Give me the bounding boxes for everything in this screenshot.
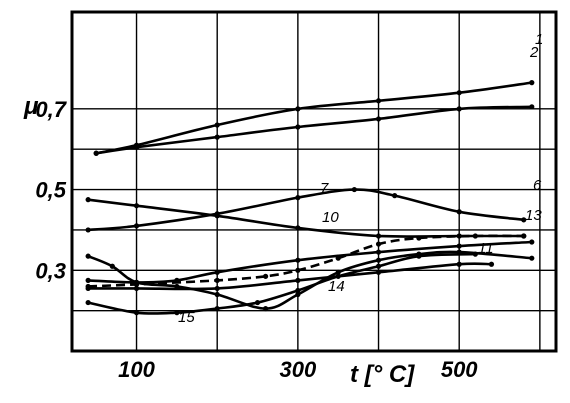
data-point-10 [263,273,269,279]
data-point-6 [392,193,398,199]
data-point-2 [295,124,301,130]
series-group [85,80,535,316]
data-point-14 [85,253,91,259]
data-point-7 [133,203,140,209]
x-tick-label: 500 [441,357,478,382]
data-point-14 [375,257,382,263]
series-line-10 [88,234,524,288]
data-point-14 [174,283,180,290]
data-point-13 [456,243,462,249]
data-point-14 [109,263,115,269]
data-point-2 [133,144,140,150]
y-tick-label: 0,5 [35,178,66,203]
data-point-15 [472,251,478,257]
data-point-2 [93,150,99,156]
data-point-7 [375,233,382,239]
plot-frame [70,10,558,353]
series-line-6 [88,188,524,232]
data-point-1 [375,98,382,104]
data-point-7 [85,197,91,203]
curve-label-13: 13 [525,207,542,224]
data-point-11 [85,285,91,292]
series-line-13 [88,240,532,284]
curve-label-15: 15 [178,309,195,326]
curve-label-1: 1 [535,31,543,48]
data-point-14 [529,255,535,261]
data-point-15 [295,287,301,294]
data-point-11 [375,269,382,275]
data-point-1 [456,90,462,96]
data-point-15 [85,299,91,306]
data-point-13 [174,277,180,283]
data-point-15 [174,310,180,316]
data-point-10 [214,277,220,283]
data-point-11 [214,285,220,292]
data-point-10 [375,241,382,247]
data-point-2 [529,104,535,110]
data-point-1 [529,80,535,86]
data-point-10 [521,233,527,239]
data-point-6 [295,195,301,201]
series-line-7 [87,198,524,238]
data-point-10 [416,235,422,241]
data-point-1 [295,106,301,112]
data-point-14 [133,279,140,285]
data-point-11 [133,285,140,292]
curve-label-10: 10 [322,209,339,226]
data-point-6 [351,186,357,193]
data-point-14 [295,291,301,298]
x-axis-title: t [° C] [350,361,415,388]
data-point-15 [335,273,341,279]
data-point-15 [214,306,220,312]
x-tick-label: 300 [280,357,317,382]
curve-label-6: 6 [533,177,542,194]
data-point-13 [295,257,301,263]
series-line-1 [95,81,532,155]
curve-label-11: 11 [478,240,494,257]
data-point-6 [85,227,91,233]
grid [72,12,556,351]
series-line-2 [95,105,532,155]
x-tick-label: 100 [118,357,155,382]
data-point-13 [529,239,535,245]
data-point-13 [214,269,220,275]
data-point-15 [375,263,382,269]
data-point-11 [488,261,495,267]
data-point-14 [214,291,220,298]
data-point-2 [375,116,382,122]
data-point-10 [472,233,478,239]
data-point-6 [456,209,462,215]
data-point-2 [456,106,462,112]
data-point-14 [335,269,341,275]
y-tick-label: 0,3 [35,258,66,283]
data-point-15 [254,299,261,306]
curve-labels: 12 6 7 10 11 13 14 15 [178,31,543,326]
data-point-13 [375,249,382,255]
data-point-2 [214,134,220,140]
data-point-1 [214,122,220,128]
data-point-7 [214,213,220,219]
data-point-11 [456,261,462,267]
data-point-7 [295,225,301,231]
data-point-15 [133,310,140,316]
data-point-11 [295,277,301,283]
curve-label-14: 14 [328,278,345,295]
y-tick-label: 0,7 [35,97,67,122]
data-point-10 [295,267,301,273]
data-point-15 [416,253,422,259]
tick-labels: 100 300 500 0,3 0,5 0,7 [35,97,478,382]
data-point-14 [263,306,269,312]
data-point-6 [133,223,140,229]
data-point-6 [521,217,527,223]
curve-label-2: 2 [529,44,539,61]
curve-label-7: 7 [320,180,329,197]
data-point-13 [85,277,91,283]
series-line-15 [87,252,476,315]
y-axis-title: μ [23,93,39,120]
